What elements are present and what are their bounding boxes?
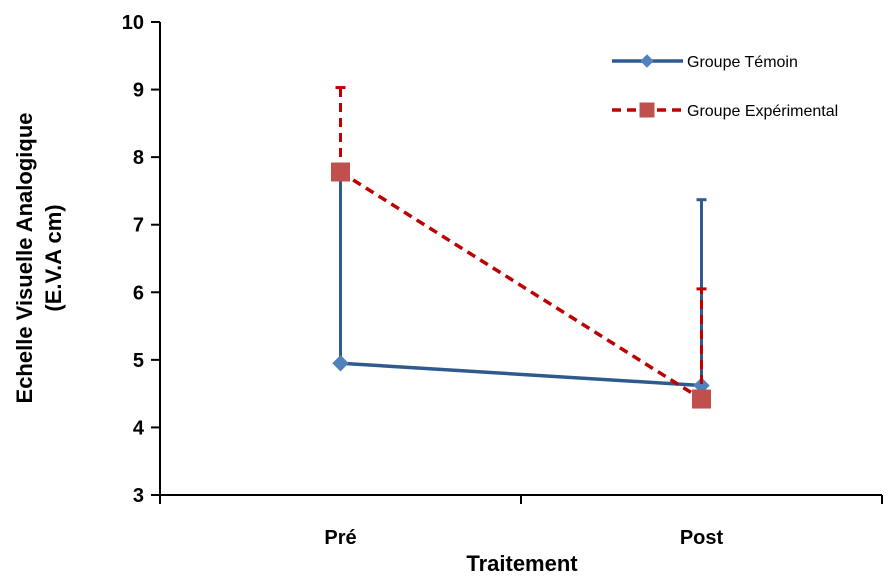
legend: Groupe Témoin Groupe Expérimental bbox=[612, 54, 838, 120]
axes bbox=[160, 22, 882, 495]
data-point bbox=[693, 390, 711, 408]
data-point bbox=[332, 163, 350, 181]
x-ticks: Pré Post bbox=[160, 495, 882, 549]
series-groupe-temoin bbox=[333, 173, 709, 393]
y-tick-label: 6 bbox=[133, 282, 144, 304]
legend-marker bbox=[641, 55, 653, 67]
y-axis-title-line2: (E.V.A cm) bbox=[41, 204, 66, 311]
y-tick-label: 7 bbox=[133, 215, 144, 237]
x-axis-title: Traitement bbox=[466, 551, 578, 576]
x-tick-label: Pré bbox=[324, 527, 356, 549]
y-tick-label: 9 bbox=[133, 80, 144, 102]
y-tick-label: 5 bbox=[133, 350, 144, 372]
legend-label: Groupe Expérimental bbox=[687, 103, 838, 120]
data-point bbox=[333, 356, 348, 371]
legend-item-groupe-experimental: Groupe Expérimental bbox=[612, 103, 838, 120]
y-tick-label: 10 bbox=[122, 12, 144, 34]
y-axis-title-line1: Echelle Visuelle Analogique bbox=[12, 113, 37, 404]
y-tick-label: 4 bbox=[133, 417, 145, 439]
series-groupe-experimental bbox=[332, 88, 711, 409]
y-ticks: 3 4 5 6 7 8 9 10 bbox=[122, 12, 160, 507]
legend-item-groupe-temoin: Groupe Témoin bbox=[612, 54, 798, 71]
legend-marker bbox=[640, 103, 654, 117]
plot-area bbox=[332, 88, 711, 409]
y-tick-label: 3 bbox=[133, 485, 144, 507]
y-tick-label: 8 bbox=[133, 147, 144, 169]
x-tick-label: Post bbox=[680, 527, 724, 549]
legend-label: Groupe Témoin bbox=[687, 54, 798, 71]
